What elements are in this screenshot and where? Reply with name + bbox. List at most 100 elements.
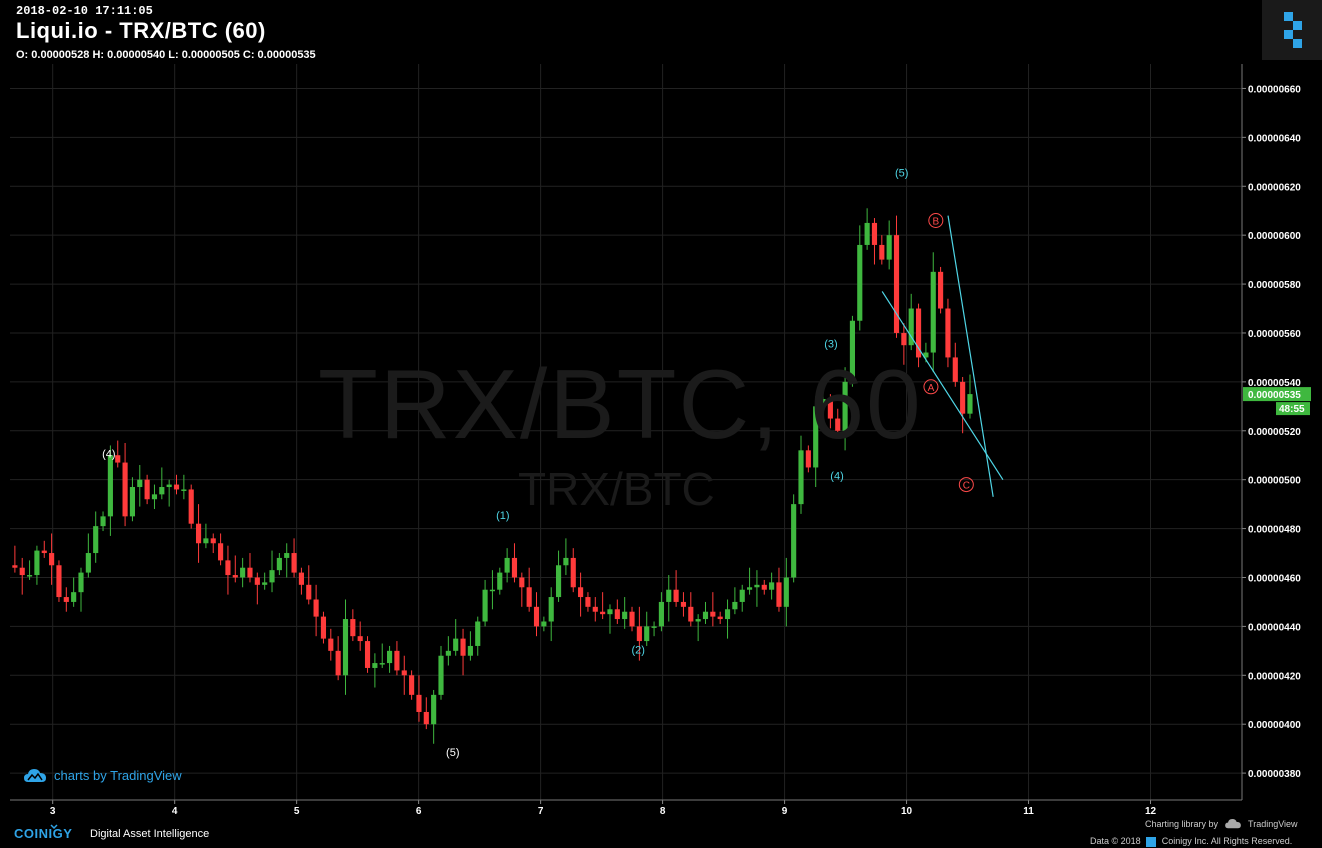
coinigy-small-icon: [1146, 836, 1157, 847]
candle-down: [915, 308, 922, 358]
candle-up: [908, 308, 914, 346]
charting-library-credit: Charting library by TradingView: [1145, 819, 1298, 829]
y-tick-label: 0.00000380: [1248, 769, 1301, 780]
wave-label: (1): [496, 510, 509, 522]
last-price-label: 0.00000535: [1248, 390, 1301, 401]
candle-up: [159, 487, 165, 495]
candle-up: [497, 572, 503, 590]
candle-up: [372, 663, 378, 668]
candle-up: [658, 601, 664, 627]
candle-up: [129, 487, 136, 517]
wave-circle-label: A: [928, 383, 935, 394]
candle-up: [820, 398, 826, 407]
tradingview-badge[interactable]: charts by TradingView: [24, 768, 182, 783]
x-tick-label: 5: [294, 806, 300, 817]
candle-up: [387, 650, 393, 664]
candle-down: [41, 550, 47, 554]
candle-down: [357, 636, 363, 642]
candle-down: [144, 479, 150, 500]
candle-down: [835, 418, 841, 431]
y-tick-label: 0.00000640: [1248, 133, 1301, 144]
coinigy-brand: COINIGY: [14, 826, 73, 841]
candle-up: [379, 663, 385, 665]
coinigy-mark-icon: [50, 818, 58, 836]
candle-up: [541, 621, 547, 627]
candle-down: [210, 538, 216, 544]
watermark-symbol: TRX/BTC: [518, 463, 715, 515]
y-tick-label: 0.00000560: [1248, 329, 1301, 340]
candle-down: [871, 222, 878, 245]
candle-down: [394, 650, 400, 671]
candle-up: [85, 553, 91, 573]
candle-up: [754, 584, 760, 588]
candle-up: [27, 575, 33, 577]
candle-down: [952, 357, 958, 382]
chart-title: Liqui.io - TRX/BTC (60): [16, 18, 266, 43]
ohlc-readout: O: 0.00000528 H: 0.00000540 L: 0.0000050…: [16, 49, 316, 61]
candle-down: [578, 587, 584, 598]
candle-up: [644, 626, 650, 642]
candle-up: [555, 565, 562, 598]
y-tick-label: 0.00000440: [1248, 622, 1301, 633]
candle-down: [12, 565, 18, 568]
candle-up: [269, 570, 275, 583]
candle-down: [320, 616, 327, 639]
candle-up: [849, 320, 856, 382]
candle-up: [262, 582, 268, 585]
candle-up: [548, 597, 554, 622]
candle-down: [673, 589, 679, 602]
candle-down: [901, 332, 907, 346]
candle-down: [173, 484, 180, 490]
candle-down: [688, 606, 694, 622]
candle-down: [56, 565, 62, 598]
wave-label: (4): [830, 471, 843, 483]
candle-down: [313, 599, 319, 617]
candle-down: [291, 553, 297, 573]
candle-down: [945, 308, 951, 358]
candle-up: [482, 589, 488, 622]
timestamp: 2018-02-10 17:11:05: [16, 4, 153, 18]
candle-down: [600, 611, 606, 615]
x-tick-label: 10: [901, 806, 913, 817]
candle-up: [886, 235, 892, 260]
candle-down: [570, 557, 576, 588]
candle-up: [71, 592, 77, 602]
candle-down: [115, 455, 121, 463]
candle-down: [49, 553, 55, 566]
y-tick-label: 0.00000520: [1248, 427, 1301, 438]
axes: 3 4 5 6 7 8 9 10 11 12 0.00000380 0.00000400 0.00000…: [10, 64, 1311, 817]
candle-down: [409, 675, 415, 695]
trend-lines[interactable]: [881, 215, 1004, 497]
countdown-label: 48:55: [1279, 404, 1305, 415]
y-tick-label: 0.00000400: [1248, 720, 1301, 731]
candle-down: [335, 650, 341, 676]
candle-down: [938, 271, 944, 309]
candle-down: [960, 381, 966, 414]
candle-down: [218, 543, 224, 561]
candle-up: [151, 494, 158, 500]
candle-down: [533, 606, 540, 627]
candle-down: [306, 584, 312, 600]
candle-up: [284, 553, 290, 558]
candle-up: [445, 650, 451, 656]
candle-down: [364, 641, 371, 668]
candle-up: [739, 589, 745, 602]
candle-down: [827, 398, 833, 419]
candle-down: [19, 567, 25, 576]
candle-up: [622, 611, 628, 620]
y-tick-label: 0.00000480: [1248, 525, 1301, 536]
y-tick-label: 0.00000660: [1248, 84, 1301, 95]
x-tick-label: 8: [660, 806, 666, 817]
candle-up: [666, 589, 672, 602]
candle-down: [460, 638, 466, 656]
candle-up: [467, 645, 473, 656]
x-tick-label: 4: [172, 806, 178, 817]
candle-up: [100, 516, 106, 527]
x-tick-label: 3: [50, 806, 56, 817]
candle-up: [431, 694, 437, 725]
candle-up: [732, 601, 738, 610]
candle-down: [776, 582, 782, 607]
candle-down: [232, 575, 238, 578]
x-tick-label: 9: [782, 806, 788, 817]
